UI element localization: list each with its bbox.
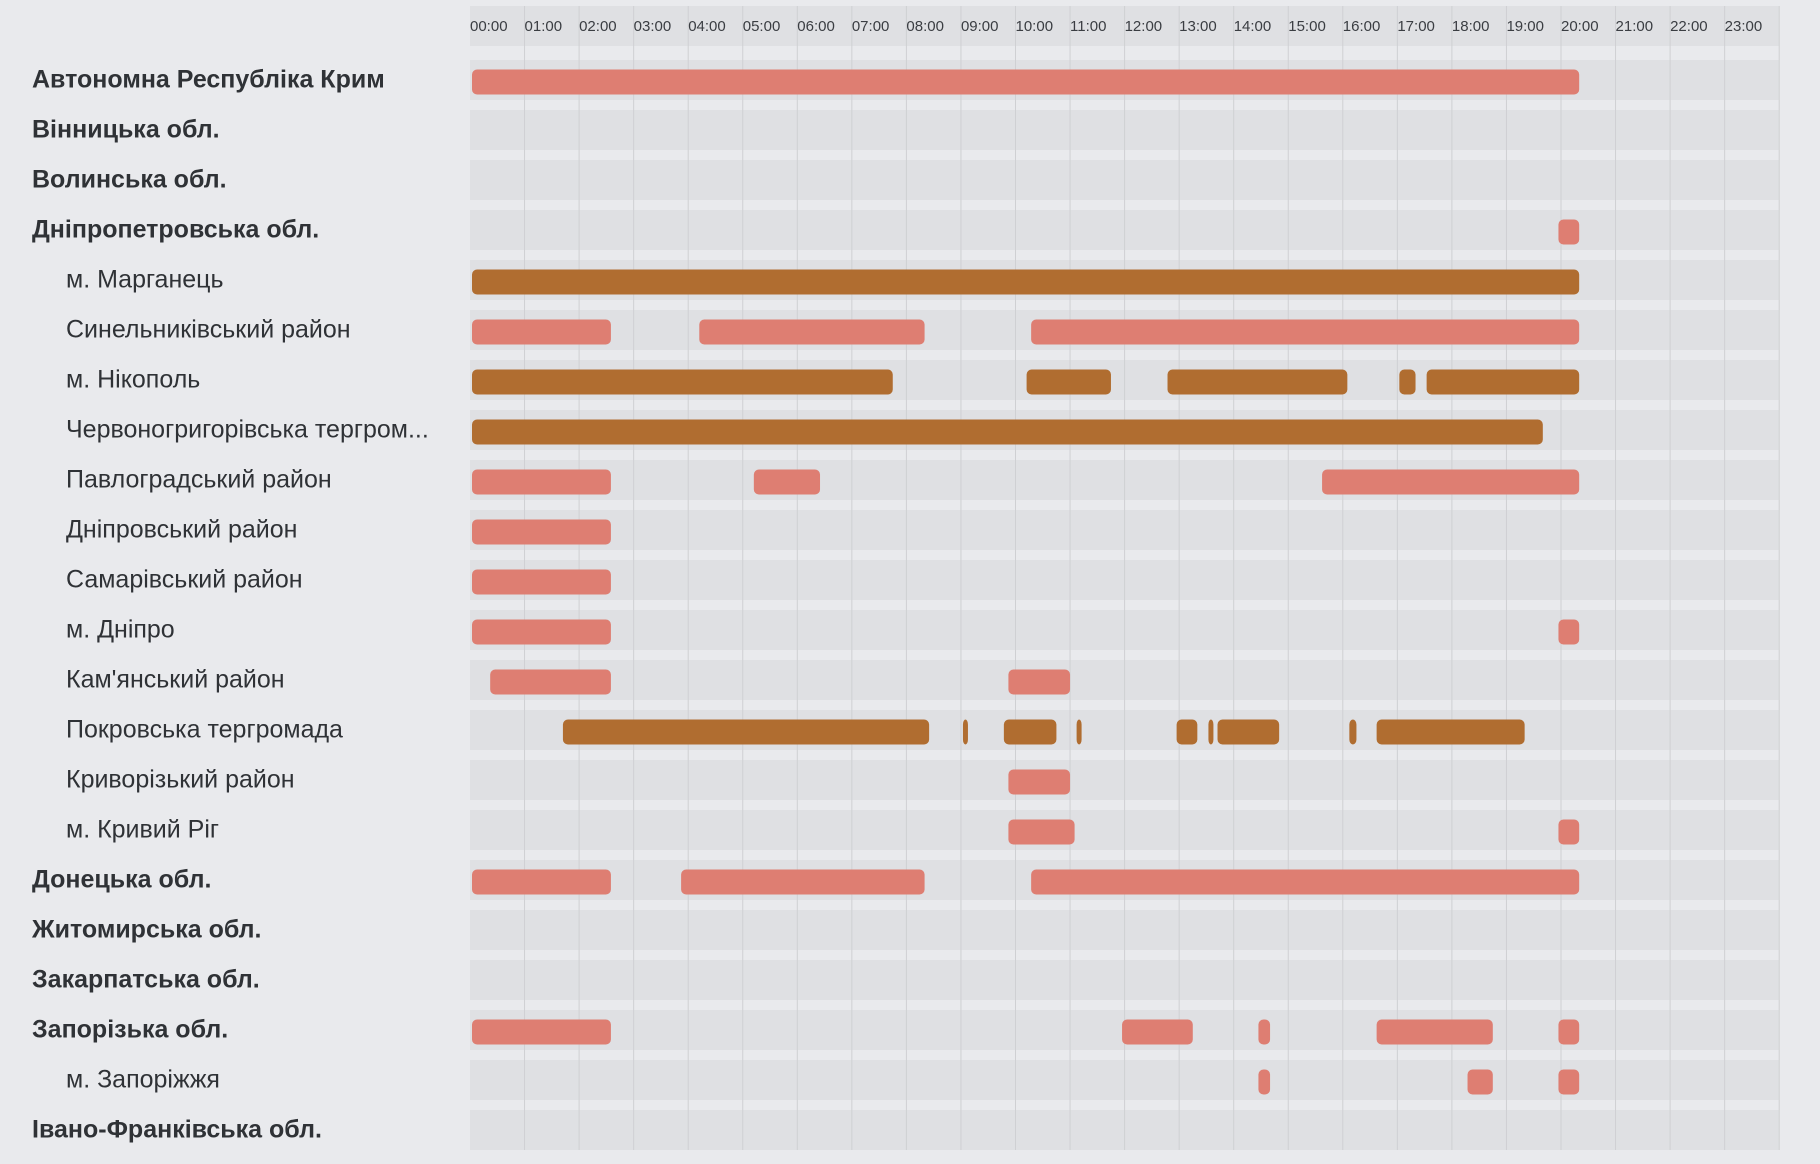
artillery-alert-bar <box>1076 719 1082 745</box>
artillery-alert-bar <box>562 719 930 745</box>
region-label: Івано-Франківська обл. <box>32 1116 322 1144</box>
artillery-alert-bar <box>1349 719 1357 745</box>
region-label: Волинська обл. <box>32 166 227 194</box>
air-alert-bar <box>472 319 611 345</box>
air-alert-bar <box>472 69 1580 95</box>
time-tick-label: 15:00 <box>1288 18 1326 35</box>
district-label: Криворізький район <box>66 766 295 794</box>
time-tick-label: 05:00 <box>743 18 781 35</box>
alert-bars <box>472 69 1580 1095</box>
time-tick-label: 03:00 <box>634 18 672 35</box>
region-label: Донецька обл. <box>32 866 211 894</box>
artillery-alert-bar <box>1208 719 1214 745</box>
district-label: м. Дніпро <box>66 616 175 644</box>
air-alert-bar <box>472 619 611 645</box>
time-tick-label: 02:00 <box>579 18 617 35</box>
artillery-alert-bar <box>1167 369 1348 395</box>
artillery-alert-bar <box>472 269 1580 295</box>
air-alert-bar <box>490 669 611 695</box>
time-tick-label: 07:00 <box>852 18 890 35</box>
district-label: м. Нікополь <box>66 366 200 394</box>
time-tick-label: 11:00 <box>1070 18 1106 35</box>
air-alert-bar <box>1008 669 1071 695</box>
time-tick-label: 10:00 <box>1016 18 1054 35</box>
time-tick-label: 17:00 <box>1397 18 1435 35</box>
district-label: Самарівський район <box>66 566 303 594</box>
air-alert-bar <box>1122 1019 1193 1045</box>
air-alert-bar <box>681 869 925 895</box>
region-label: Закарпатська обл. <box>32 966 260 994</box>
air-alert-bar <box>1258 1019 1271 1045</box>
district-label: м. Кривий Ріг <box>66 816 219 844</box>
air-alert-bar <box>1008 769 1071 795</box>
region-label: Вінницька обл. <box>32 116 220 144</box>
artillery-alert-bar <box>472 419 1543 445</box>
artillery-alert-bar <box>1376 719 1525 745</box>
air-alert-bar <box>699 319 925 345</box>
district-label: м. Запоріжжя <box>66 1066 220 1094</box>
artillery-alert-bar <box>472 369 893 395</box>
air-alert-bar <box>1558 619 1580 645</box>
artillery-alert-bar <box>962 719 968 745</box>
time-tick-label: 16:00 <box>1343 18 1381 35</box>
region-label: Запорізька обл. <box>32 1016 228 1044</box>
district-label: м. Марганець <box>66 266 224 294</box>
air-alert-bar <box>1008 819 1075 845</box>
air-alert-bar <box>472 869 611 895</box>
district-label: Покровська тергромада <box>66 716 343 744</box>
air-alert-bar <box>1467 1069 1493 1095</box>
district-label: Синельниківський район <box>66 316 351 344</box>
air-alert-bar <box>1376 1019 1493 1045</box>
region-label: Житомирська обл. <box>31 916 262 944</box>
artillery-alert-bar <box>1026 369 1111 395</box>
air-alert-bar <box>1031 319 1580 345</box>
time-tick-label: 13:00 <box>1179 18 1217 35</box>
time-tick-label: 22:00 <box>1670 18 1708 35</box>
air-alert-bar <box>472 519 611 545</box>
time-tick-label: 18:00 <box>1452 18 1490 35</box>
artillery-alert-bar <box>1217 719 1280 745</box>
time-tick-label: 19:00 <box>1506 18 1544 35</box>
district-label: Червоногригорівська тергром... <box>66 416 429 444</box>
air-alert-bar <box>753 469 821 495</box>
air-alert-bar <box>1322 469 1580 495</box>
air-alert-bar <box>1558 219 1580 245</box>
time-tick-label: 04:00 <box>688 18 726 35</box>
time-tick-label: 20:00 <box>1561 18 1599 35</box>
time-tick-label: 09:00 <box>961 18 999 35</box>
artillery-alert-bar <box>1003 719 1057 745</box>
district-label: Дніпровський район <box>66 516 297 544</box>
air-alert-bar <box>472 1019 611 1045</box>
time-tick-label: 23:00 <box>1725 18 1763 35</box>
air-alert-bar <box>1258 1069 1271 1095</box>
air-alert-bar <box>472 469 611 495</box>
air-alert-bar <box>1031 869 1580 895</box>
time-axis: 00:00 01:00 02:00 03:00 04:00 05:00 06:00 07:00… <box>470 18 1762 35</box>
district-label: Кам'янський район <box>66 666 285 694</box>
time-tick-label: 08:00 <box>906 18 944 35</box>
artillery-alert-bar <box>1426 369 1580 395</box>
time-tick-label: 00:00 <box>470 18 508 35</box>
time-tick-label: 01:00 <box>525 18 563 35</box>
time-tick-label: 21:00 <box>1616 18 1654 35</box>
district-label: Павлоградський район <box>66 466 332 494</box>
time-tick-label: 14:00 <box>1234 18 1272 35</box>
air-alert-bar <box>1558 1069 1580 1095</box>
time-tick-label: 06:00 <box>797 18 835 35</box>
row-labels: Автономна Республіка Крим Вінницька обл. В… <box>31 66 429 1144</box>
region-label: Дніпропетровська обл. <box>32 216 319 244</box>
air-alert-bar <box>1558 1019 1580 1045</box>
artillery-alert-bar <box>1176 719 1198 745</box>
air-alert-bar <box>472 569 611 595</box>
air-alert-bar <box>1558 819 1580 845</box>
artillery-alert-bar <box>1399 369 1416 395</box>
time-tick-label: 12:00 <box>1125 18 1163 35</box>
region-label: Автономна Республіка Крим <box>32 66 385 94</box>
